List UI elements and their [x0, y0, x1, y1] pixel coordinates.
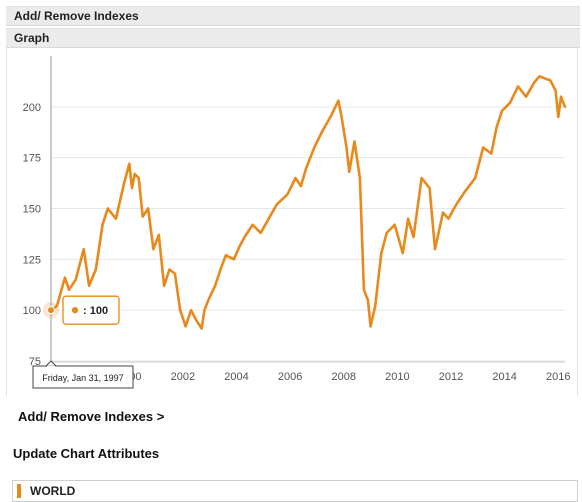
x-tick-label: 2010 — [385, 371, 409, 383]
graph-header: Graph — [6, 28, 580, 48]
date-tooltip-text: Friday, Jan 31, 1997 — [42, 373, 123, 383]
add-remove-indexes-header[interactable]: Add/ Remove Indexes — [6, 6, 580, 26]
series-line-world — [49, 74, 567, 330]
y-tick-label: 100 — [23, 305, 41, 317]
y-tick-label: 75 — [29, 356, 41, 368]
add-remove-indexes-link[interactable]: Add/ Remove Indexes > — [18, 409, 165, 424]
series-color-swatch — [17, 484, 21, 498]
value-tooltip-dot — [71, 306, 79, 314]
x-tick-label: 2002 — [171, 371, 195, 383]
x-tick-label: 2006 — [278, 371, 302, 383]
y-tick-label: 125 — [23, 254, 41, 266]
graph-panel: 7510012515017520020002002200420062008201… — [6, 48, 578, 396]
x-tick-label: 2012 — [439, 371, 463, 383]
update-chart-attributes-title: Update Chart Attributes — [13, 446, 160, 461]
x-tick-label: 2016 — [546, 371, 570, 383]
series-item-world[interactable]: WORLD — [12, 480, 578, 502]
y-tick-label: 175 — [23, 153, 41, 165]
value-tooltip-text: : 100 — [83, 305, 108, 317]
line-chart[interactable]: 7510012515017520020002002200420062008201… — [7, 48, 577, 396]
x-tick-label: 2004 — [224, 371, 248, 383]
value-tooltip-box — [62, 295, 120, 325]
hover-marker — [47, 306, 55, 315]
series-name: WORLD — [30, 484, 76, 498]
x-tick-label: 2008 — [332, 371, 356, 383]
y-tick-label: 150 — [23, 204, 41, 216]
add-remove-indexes-header-label: Add/ Remove Indexes — [14, 9, 139, 23]
y-tick-label: 200 — [23, 102, 41, 114]
x-tick-label: 2014 — [492, 371, 516, 383]
graph-header-label: Graph — [14, 31, 50, 45]
date-tooltip-box — [32, 365, 134, 389]
